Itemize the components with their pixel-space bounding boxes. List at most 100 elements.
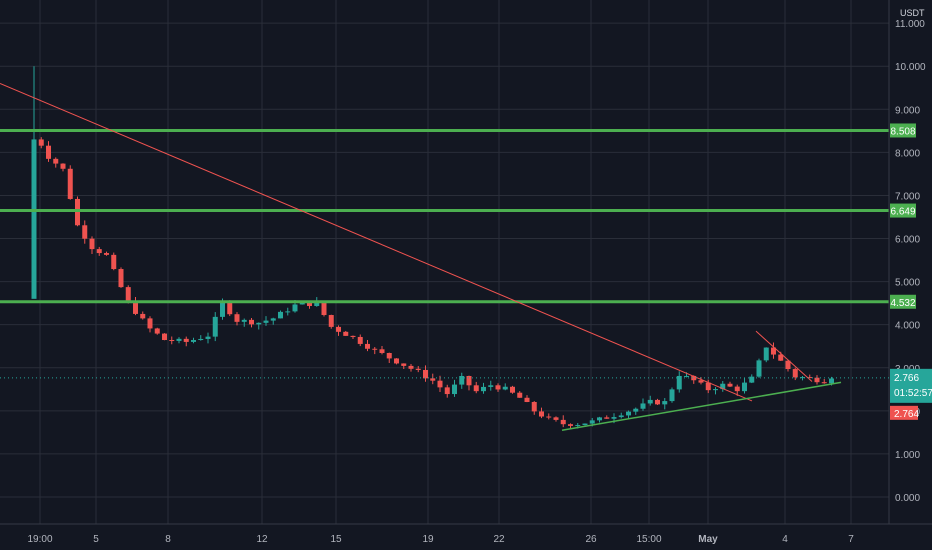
candle-body xyxy=(285,311,291,313)
candle-body xyxy=(191,340,196,342)
previous-close-label: 2.764 xyxy=(894,409,919,420)
candle-body xyxy=(488,385,494,387)
candle-body xyxy=(234,314,240,322)
candle-body xyxy=(684,375,689,377)
candle-body xyxy=(53,158,59,164)
candle-body xyxy=(125,287,131,302)
candle-body xyxy=(662,401,668,405)
candle-body xyxy=(60,163,66,169)
candle-body xyxy=(343,331,349,336)
candle-body xyxy=(437,380,443,388)
candle-body xyxy=(336,326,341,332)
previous-close-tag xyxy=(890,405,918,420)
candle-body xyxy=(589,420,595,424)
candle-body xyxy=(401,363,407,366)
candle-body xyxy=(698,380,704,383)
last-price-label: 2.766 xyxy=(894,373,919,384)
candle-body xyxy=(481,386,486,392)
time-axis[interactable]: 19:00 5 8 12 15 19 22 26 15:00 May 4 7 xyxy=(27,534,854,545)
trendlines[interactable] xyxy=(0,82,842,431)
candle-body xyxy=(365,343,370,349)
candle-body xyxy=(640,403,646,409)
candle-body xyxy=(176,338,182,341)
time-tick-label: 8 xyxy=(165,534,171,545)
candle-body xyxy=(82,225,88,239)
candle-body xyxy=(205,336,211,339)
candle-body xyxy=(89,238,95,250)
candle-body xyxy=(140,313,146,319)
candle-body xyxy=(655,399,660,405)
candle-body xyxy=(415,368,421,370)
candle-body xyxy=(328,315,334,327)
candle-body xyxy=(626,411,631,416)
trendline-long-downtrend[interactable] xyxy=(0,82,753,402)
candle-body xyxy=(386,352,392,359)
candle-body xyxy=(539,411,544,417)
candle-body xyxy=(727,383,733,387)
price-tick-label: 6.000 xyxy=(895,235,920,246)
candle-body xyxy=(517,392,523,398)
price-tick-label: 7.000 xyxy=(895,191,920,202)
candle-body xyxy=(821,382,827,384)
candle-body xyxy=(357,336,363,344)
price-tick-label: 10.000 xyxy=(895,62,926,73)
candle-body xyxy=(67,168,73,199)
trendline-uptrend-support[interactable] xyxy=(561,381,842,431)
candle-body xyxy=(734,386,740,392)
candle-body xyxy=(299,302,305,305)
candle-body xyxy=(633,408,639,412)
level-label: 8.508 xyxy=(890,126,915,137)
candle-body xyxy=(263,320,269,323)
candle-body xyxy=(524,397,530,403)
candle-body xyxy=(154,328,160,334)
candle-body xyxy=(241,319,247,322)
candle-body xyxy=(212,316,218,337)
candle-body xyxy=(814,377,820,383)
candle-body xyxy=(444,387,450,395)
time-tick-label: 19 xyxy=(422,534,434,545)
candle-body xyxy=(307,302,312,307)
candle-body xyxy=(169,340,175,342)
trendline-local-downtrend[interactable] xyxy=(755,330,813,382)
candle-body xyxy=(785,360,791,370)
candle-body xyxy=(31,139,37,299)
candle-body xyxy=(104,253,109,255)
price-tick-label: 0.000 xyxy=(895,493,920,504)
candle-body xyxy=(676,375,682,390)
currency-label: USDT xyxy=(900,8,925,18)
candle-body xyxy=(560,419,566,425)
candle-body xyxy=(423,369,428,379)
candle-body xyxy=(495,385,501,390)
candle-body xyxy=(46,145,51,159)
candle-body xyxy=(531,402,537,412)
candle-body xyxy=(742,382,747,392)
candle-body xyxy=(502,386,508,390)
candle-body xyxy=(350,335,356,337)
candle-body xyxy=(227,301,233,315)
candle-body xyxy=(618,415,624,418)
candle-body xyxy=(647,399,653,404)
grid-lines xyxy=(0,0,889,524)
last-price-tag xyxy=(890,368,932,403)
price-tick-label: 8.000 xyxy=(895,148,920,159)
candle-body xyxy=(162,333,167,341)
candle-body xyxy=(408,365,414,369)
candle-body xyxy=(582,423,588,426)
price-tick-label: 5.000 xyxy=(895,278,920,289)
candle-body xyxy=(321,301,327,316)
candle-body xyxy=(452,384,457,395)
time-tick-label: 26 xyxy=(585,534,597,545)
candle-body xyxy=(75,198,80,226)
candle-body xyxy=(473,385,479,392)
price-tick-label: 1.000 xyxy=(895,450,920,461)
candle-body xyxy=(749,376,755,383)
horizontal-levels[interactable]: 8.508 6.649 4.532 xyxy=(0,123,916,309)
time-tick-label: 15:00 xyxy=(636,534,661,545)
candle-body xyxy=(278,311,283,319)
time-tick-label: May xyxy=(698,534,718,545)
level-tag xyxy=(890,203,916,218)
candle-body xyxy=(792,369,798,378)
time-tick-label: 19:00 xyxy=(27,534,52,545)
